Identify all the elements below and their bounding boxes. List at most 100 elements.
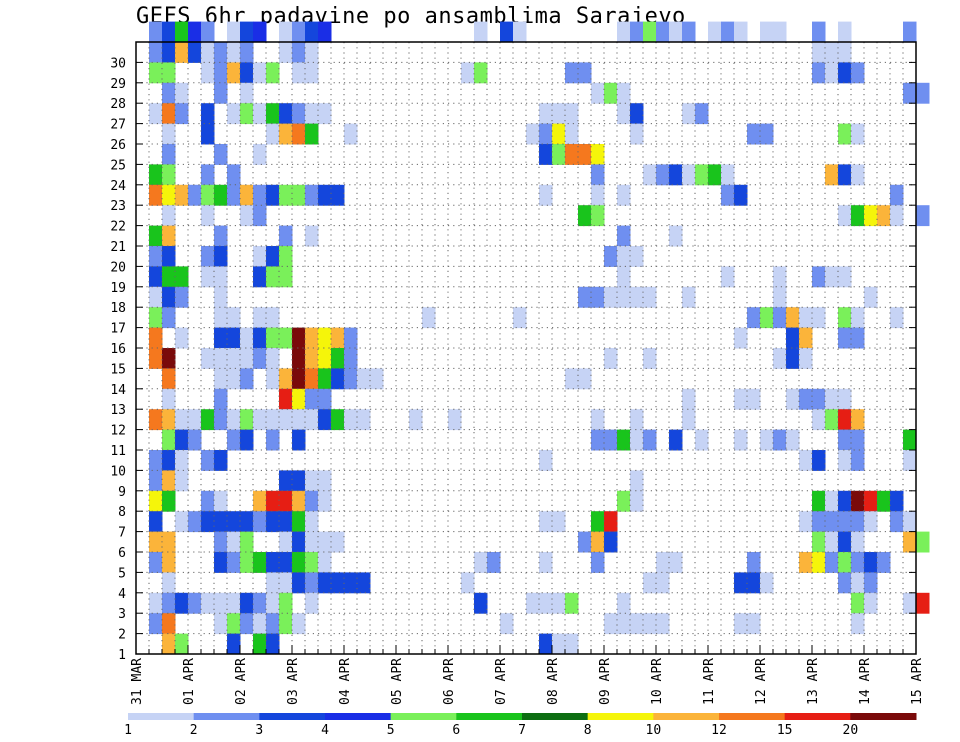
heatmap-cell	[617, 266, 631, 288]
heatmap-cell	[162, 368, 176, 390]
heatmap-cell	[253, 511, 267, 533]
heatmap-cell	[630, 246, 644, 267]
heatmap-cell	[669, 552, 683, 573]
y-tick-label: 4	[118, 587, 126, 602]
heatmap-cell	[149, 531, 163, 553]
heatmap-cell	[331, 572, 345, 594]
colorbar-swatch	[456, 713, 523, 720]
heatmap-cell	[734, 613, 748, 635]
heatmap-cell	[279, 613, 293, 635]
heatmap-cell	[318, 470, 332, 492]
heatmap-cell	[838, 429, 852, 451]
heatmap-cell	[279, 21, 293, 43]
colorbar-swatch	[850, 713, 917, 720]
heatmap-cell	[630, 490, 644, 512]
heatmap-cell	[201, 205, 215, 227]
heatmap-cell	[682, 103, 696, 125]
heatmap-cell	[539, 592, 553, 614]
heatmap-cell	[721, 164, 735, 186]
heatmap-cell	[214, 82, 228, 104]
heatmap-cell	[162, 103, 176, 125]
heatmap-cell	[253, 21, 267, 43]
heatmap-cell	[617, 225, 631, 247]
heatmap-cell	[812, 266, 826, 288]
heatmap-cell	[812, 42, 826, 63]
heatmap-cell	[149, 613, 163, 635]
heatmap-cell	[149, 225, 163, 247]
heatmap-cell	[838, 409, 852, 431]
heatmap-cell	[838, 307, 852, 329]
heatmap-cell	[175, 450, 189, 471]
x-tick-label: 10 APR	[650, 658, 665, 705]
heatmap-cell	[201, 246, 215, 267]
heatmap-cell	[877, 205, 891, 227]
heatmap-cell	[214, 531, 228, 553]
heatmap-cell	[825, 490, 839, 512]
heatmap-cell	[240, 42, 254, 63]
heatmap-cell	[201, 348, 215, 369]
heatmap-cell	[162, 123, 176, 145]
heatmap-cell	[162, 307, 176, 329]
heatmap-cell	[292, 490, 306, 512]
x-tick-label: 01 APR	[182, 658, 197, 705]
heatmap-cell	[578, 62, 592, 84]
heatmap-cell	[188, 511, 202, 533]
heatmap-cell	[175, 103, 189, 125]
heatmap-cell	[604, 348, 618, 369]
heatmap-cell	[214, 62, 228, 84]
heatmap-cell	[357, 368, 371, 390]
heatmap-cell	[253, 184, 267, 206]
heatmap-cell	[539, 450, 553, 471]
heatmap-cell	[422, 307, 436, 329]
heatmap-cell	[682, 164, 696, 186]
heatmap-cell	[175, 266, 189, 288]
y-tick-label: 17	[110, 322, 126, 337]
heatmap-cell	[149, 348, 163, 369]
heatmap-cell	[318, 103, 332, 125]
heatmap-cell	[188, 409, 202, 431]
heatmap-cell	[552, 592, 566, 614]
heatmap-cell	[292, 409, 306, 431]
y-tick-label: 2	[118, 628, 126, 643]
heatmap-cell	[227, 613, 241, 635]
heatmap-cell	[266, 429, 280, 451]
heatmap-cell	[162, 429, 176, 451]
heatmap-cell	[175, 511, 189, 533]
heatmap-cell	[864, 552, 878, 573]
heatmap-cell	[838, 450, 852, 471]
heatmap-cell	[279, 552, 293, 573]
heatmap-cell	[279, 123, 293, 145]
heatmap-cell	[253, 205, 267, 227]
heatmap-cell	[851, 62, 865, 84]
heatmap-cell	[305, 388, 319, 410]
heatmap-cell	[253, 103, 267, 125]
heatmap-cell	[513, 21, 527, 43]
heatmap-cell	[591, 82, 605, 104]
x-tick-label: 11 APR	[702, 658, 717, 705]
colorbar-swatch	[325, 713, 392, 720]
heatmap-cell	[903, 450, 917, 471]
heatmap-cell	[539, 103, 553, 125]
heatmap-cell	[240, 82, 254, 104]
x-tick-labels: 31 MAR 01 APR 02 APR 03 APR 04 APR 05 APR 06 A…	[130, 658, 925, 705]
heatmap-cell	[266, 613, 280, 635]
heatmap-cell	[591, 531, 605, 553]
heatmap-cell	[214, 450, 228, 471]
heatmap-cell	[617, 82, 631, 104]
heatmap-cell	[344, 327, 358, 349]
heatmap-cell	[305, 327, 319, 349]
heatmap-cell	[214, 613, 228, 635]
heatmap-cell	[565, 103, 579, 125]
heatmap-cell	[162, 470, 176, 492]
heatmap-cell	[656, 164, 670, 186]
heatmap-cell	[201, 266, 215, 288]
heatmap-cell	[864, 490, 878, 512]
heatmap-cell	[292, 123, 306, 145]
heatmap-cell	[578, 286, 592, 308]
heatmap-cell	[149, 42, 163, 63]
heatmap-cell	[149, 327, 163, 349]
heatmap-cell	[214, 552, 228, 573]
heatmap-cell	[851, 429, 865, 451]
heatmap-cell	[656, 21, 670, 43]
heatmap-cell	[188, 21, 202, 43]
